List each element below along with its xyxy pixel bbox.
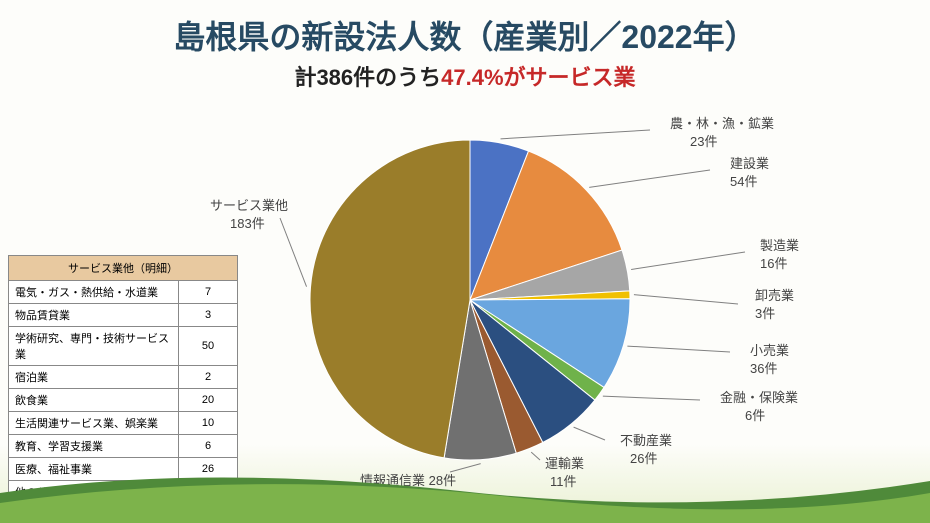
pie-count: 6件 [745,408,765,423]
table-row: 生活関連サービス業、娯楽業10 [9,412,238,435]
leader-line [531,452,540,460]
pie-label: 農・林・漁・鉱業 [670,116,774,131]
pie-label: 不動産業 [620,433,672,448]
table-cell-value: 20 [179,389,238,412]
table-row: 電気・ガス・熱供給・水道業7 [9,281,238,304]
table-cell-value: 10 [179,412,238,435]
pie-label: 金融・保険業 [720,390,798,405]
table-cell-value: 7 [179,281,238,304]
table-cell-label: 物品賃貸業 [9,304,179,327]
subtitle-prefix: 計386件のうち [294,65,441,90]
pie-label: 建設業 [730,156,769,171]
table-row: 教育、学習支援業6 [9,435,238,458]
pie-label: 製造業 [760,238,799,253]
page-title: 島根県の新設法人数（産業別／2022年） [0,12,930,58]
pie-count: 16件 [760,256,787,271]
leader-line [574,427,605,440]
table-cell-label: 生活関連サービス業、娯楽業 [9,412,179,435]
table-cell-label: 電気・ガス・熱供給・水道業 [9,281,179,304]
table-cell-value: 2 [179,366,238,389]
hill-decoration [0,463,930,523]
pie-count: 36件 [750,361,777,376]
leader-line [589,170,710,187]
table-row: 宿泊業2 [9,366,238,389]
pie-count: 23件 [690,134,717,149]
leader-line [631,252,745,269]
table-header: サービス業他（明細） [9,256,238,281]
pie-count: 183件 [230,216,265,231]
pie-label: 卸売業 [755,288,794,303]
leader-line [501,130,650,139]
pie-chart: 農・林・漁・鉱業 23件建設業 54件製造業 16件卸売業 3件小売業 36件金融・保険業… [190,100,910,490]
table-cell-value: 3 [179,304,238,327]
subtitle: 計386件のうち47.4%がサービス業 [0,60,930,92]
leader-line [627,346,730,352]
pie-slice [310,140,470,458]
pie-count: 54件 [730,174,757,189]
slide: { "title": "島根県の新設法人数（産業別／2022年）", "subt… [0,0,930,523]
table-row: 飲食業20 [9,389,238,412]
subtitle-highlight: 47.4%がサービス業 [441,65,635,90]
leader-line [280,218,307,287]
pie-count: 3件 [755,306,775,321]
table-cell-label: 教育、学習支援業 [9,435,179,458]
table-cell-label: 学術研究、専門・技術サービス業 [9,327,179,366]
pie-label: サービス業他 [210,198,288,213]
leader-line [634,295,738,304]
pie-label: 小売業 [750,343,789,358]
table-cell-label: 飲食業 [9,389,179,412]
table-row: 学術研究、専門・技術サービス業50 [9,327,238,366]
table-row: 物品賃貸業3 [9,304,238,327]
leader-line [603,396,700,400]
table-cell-value: 6 [179,435,238,458]
table-cell-value: 50 [179,327,238,366]
table-cell-label: 宿泊業 [9,366,179,389]
